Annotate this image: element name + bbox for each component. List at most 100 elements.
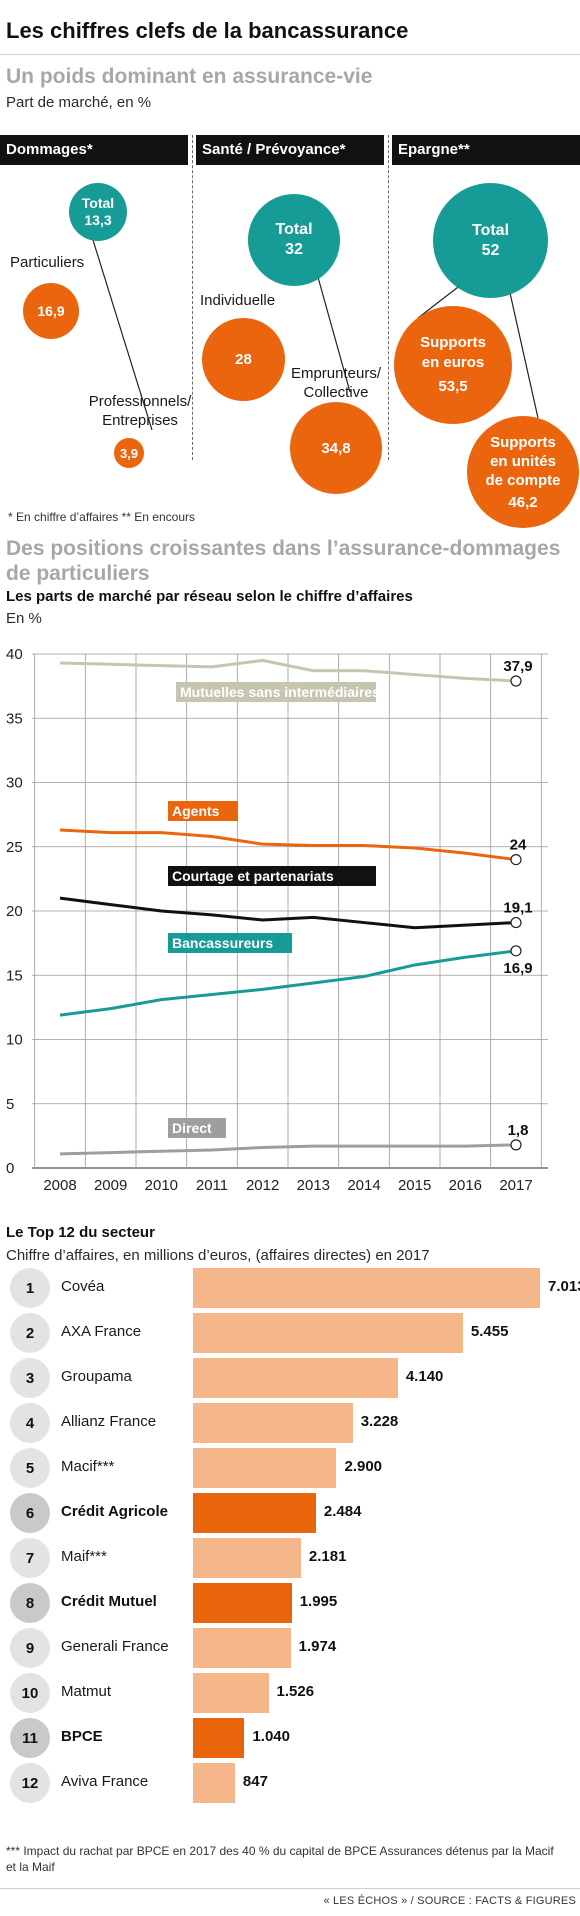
rank-bar [193, 1493, 316, 1533]
divider [0, 1888, 580, 1889]
rank-bar [193, 1448, 337, 1488]
section3-title: Le Top 12 du secteur [6, 1224, 155, 1241]
y-tick-label: 0 [6, 1160, 14, 1177]
rank-bar [193, 1583, 292, 1623]
ranking-row: 10 Matmut 1.526 [10, 1673, 570, 1713]
rank-bar [193, 1403, 353, 1443]
bubble-value: 46,2 [508, 493, 538, 511]
rank-badge: 11 [10, 1718, 50, 1758]
rank-value: 2.181 [308, 1548, 347, 1565]
x-tick-label: 2009 [94, 1177, 127, 1194]
rank-value: 2.900 [344, 1458, 383, 1475]
ranking-row: 7 Maif*** 2.181 [10, 1538, 570, 1578]
series-label: Mutuelles sans intermédiaires [180, 684, 380, 700]
divider [0, 54, 580, 55]
y-tick-label: 5 [6, 1096, 14, 1113]
bubble-label: Individuelle [200, 292, 276, 309]
section3-footnote: *** Impact du rachat par BPCE en 2017 de… [6, 1844, 554, 1874]
bubble-label: Supports en unités de compte [485, 433, 561, 489]
rank-name: Allianz France [61, 1413, 157, 1430]
series-end-label: 16,9 [503, 960, 532, 977]
panel-separator [192, 135, 193, 460]
line-chart: 0 5 10 15 20 25 30 35 40 2008 2009 2010 2011 2012 2013… [6, 646, 548, 1194]
y-tick-label: 25 [6, 839, 23, 856]
x-tick-label: 2013 [297, 1177, 330, 1194]
rank-badge: 2 [10, 1313, 50, 1353]
series-label: Courtage et partenariats [172, 868, 334, 884]
rank-name: Macif*** [61, 1458, 115, 1475]
y-tick-label: 35 [6, 710, 23, 727]
rank-name: Crédit Agricole [61, 1503, 168, 1520]
series-end-label: 24 [510, 837, 527, 854]
bubble-total-epargne: Total 52 [433, 183, 548, 298]
series-line [59, 1143, 517, 1156]
bubble-total-value: 32 [285, 241, 303, 258]
rank-name: Matmut [61, 1683, 112, 1700]
rank-value: 1.040 [252, 1728, 290, 1745]
series-label-box [176, 682, 376, 702]
series-end-label: 1,8 [508, 1122, 529, 1139]
panel-separator [388, 135, 389, 460]
rank-bar [193, 1358, 398, 1398]
x-tick-label: 2016 [449, 1177, 482, 1194]
rank-badge: 6 [10, 1493, 50, 1533]
rank-bar [193, 1763, 235, 1803]
ranking-row: 2 AXA France 5.455 [10, 1313, 570, 1353]
series-end-marker [510, 945, 522, 957]
rank-badge: 8 [10, 1583, 50, 1623]
bubble-label: Supports en euros [420, 334, 486, 371]
section2-subtitle: Les parts de marché par réseau selon le … [6, 588, 413, 605]
rank-value: 1.526 [276, 1683, 315, 1700]
series-end-marker [510, 854, 522, 866]
section1-title: Un poids dominant en assurance-vie [6, 65, 373, 88]
rank-bar [193, 1313, 463, 1353]
rank-name: Aviva France [61, 1773, 149, 1790]
rank-name: Generali France [61, 1638, 169, 1655]
ranking-row: 11 BPCE 1.040 [10, 1718, 570, 1758]
bubble-individuelle: 28 [202, 318, 285, 401]
x-tick-label: 2015 [398, 1177, 431, 1194]
rank-value: 1.995 [299, 1593, 338, 1610]
series-label-box [168, 933, 292, 953]
bubble-total-value: 52 [481, 241, 500, 259]
ranking-row: 6 Crédit Agricole 2.484 [10, 1493, 570, 1533]
source-credit: « LES ÉCHOS » / SOURCE : FACTS & FIGURES [323, 1895, 576, 1907]
x-tick-label: 2008 [43, 1177, 76, 1194]
series-end-marker [510, 916, 522, 929]
section3-subtitle: Chiffre d’affaires, en millions d’euros,… [6, 1247, 430, 1264]
series-end-label: 37,9 [503, 658, 532, 675]
rank-name: Groupama [61, 1368, 132, 1385]
rank-bar [193, 1628, 291, 1668]
bubble-supports-uc: Supports en unités de compte 46,2 [467, 416, 579, 528]
y-tick-label: 15 [6, 967, 23, 984]
ranking-row: 3 Groupama 4.140 [10, 1358, 570, 1398]
ranking-row: 1 Covéa 7.013 [10, 1268, 580, 1308]
series-end-marker [510, 675, 522, 687]
bubble-total-dommages: Total 13,3 [69, 183, 127, 241]
rank-badge: 7 [10, 1538, 50, 1578]
bubble-supports-euros: Supports en euros 53,5 [394, 306, 512, 424]
series-end-marker [510, 1139, 522, 1151]
connector-line [507, 283, 539, 419]
section2-unit: En % [6, 610, 42, 627]
ranking-row: 9 Generali France 1.974 [10, 1628, 570, 1668]
rank-badge: 1 [10, 1268, 50, 1308]
rank-name: Covéa [61, 1278, 105, 1295]
bubble-total-value: 13,3 [84, 212, 112, 228]
rank-badge: 9 [10, 1628, 50, 1668]
x-tick-label: 2014 [347, 1177, 380, 1194]
rank-value: 2.484 [323, 1503, 362, 1520]
rank-value: 3.228 [360, 1413, 399, 1430]
rank-badge: 5 [10, 1448, 50, 1488]
series-label: Agents [172, 803, 220, 819]
series-line [59, 658, 517, 683]
rank-value: 7.013 [548, 1278, 580, 1295]
x-tick-label: 2012 [246, 1177, 279, 1194]
panel-header-epargne: Epargne** [392, 135, 580, 165]
x-tick-label: 2011 [196, 1177, 228, 1194]
rank-value: 847 [242, 1773, 268, 1790]
rank-bar [193, 1673, 269, 1713]
section1-footnote: * En chiffre d’affaires ** En encours [8, 510, 195, 524]
rank-name: Crédit Mutuel [61, 1593, 157, 1610]
connector-line [315, 269, 351, 393]
